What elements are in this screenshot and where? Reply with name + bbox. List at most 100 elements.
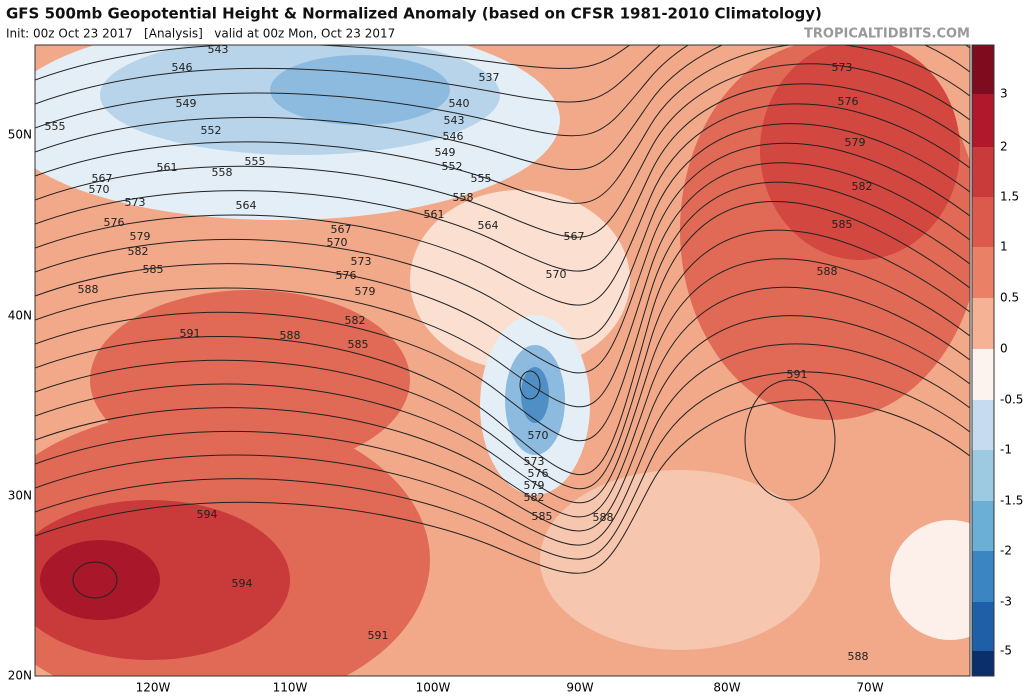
contour-label: 552 [201, 124, 222, 137]
lon-label: 70W [856, 681, 883, 695]
contour-label: 582 [524, 491, 545, 504]
contour-line [35, 229, 970, 490]
colorbar-swatch [972, 147, 994, 197]
contour-label: 567 [92, 172, 113, 185]
contour-line [35, 45, 970, 171]
contour-label: 546 [443, 130, 464, 143]
contour-line [35, 45, 662, 105]
map-frame [34, 44, 971, 677]
contour-label: 579 [845, 136, 866, 149]
colorbar-swatch [972, 602, 994, 651]
init-line: Init: 00z Oct 23 2017 [Analysis] valid a… [6, 27, 395, 41]
colorbar-label: 1.5 [1000, 190, 1019, 204]
anomaly [40, 540, 160, 620]
contour-line [519, 370, 541, 400]
contour-label: 558 [453, 191, 474, 204]
colorbar-swatch [972, 651, 994, 676]
contour-label: 588 [848, 650, 869, 663]
contour-label: 579 [524, 479, 545, 492]
contour-label: 591 [180, 327, 201, 340]
site: TROPICALTIDBITS.COM [804, 27, 970, 42]
lon-label: 120W [136, 681, 171, 695]
colorbar-label: -2 [1000, 544, 1012, 558]
anomaly [540, 470, 820, 650]
contour-label: 582 [345, 314, 366, 327]
lat-label: 30N [8, 489, 32, 503]
colorbar-label: -0.5 [1000, 393, 1023, 407]
contour-label: 585 [143, 263, 164, 276]
contour-label: 582 [128, 245, 149, 258]
contour-label: 585 [348, 338, 369, 351]
contour-line [35, 63, 970, 238]
contour-label: 579 [355, 285, 376, 298]
contour-label: 594 [197, 508, 218, 521]
lat-label: 40N [8, 309, 32, 323]
colorbar-label: -1.5 [1000, 494, 1023, 508]
colorbar-swatch [972, 298, 994, 349]
anomaly [270, 55, 450, 125]
contour-line [35, 399, 970, 574]
colorbar-label: -3 [1000, 595, 1012, 609]
contour-line [35, 45, 631, 81]
contour-line [744, 379, 836, 501]
contour-line [35, 315, 970, 532]
contour-label: 555 [471, 172, 492, 185]
contour-label: 573 [524, 455, 545, 468]
colorbar-label: 3 [1000, 87, 1008, 101]
contour-label: 546 [172, 61, 193, 74]
contour-line [72, 561, 118, 599]
contour-line [35, 45, 970, 204]
contour-label: 567 [331, 223, 352, 236]
colorbar-label: 1 [1000, 240, 1008, 254]
contour-label: 570 [327, 236, 348, 249]
contour-label: 573 [832, 61, 853, 74]
contour-label: 567 [564, 230, 585, 243]
anomaly [410, 190, 630, 370]
lon-label: 100W [416, 681, 451, 695]
contour-label: 552 [442, 160, 463, 173]
contour-label: 570 [546, 268, 567, 281]
contour-label: 549 [435, 146, 456, 159]
colorbar-label: 0 [1000, 342, 1008, 356]
colorbar-swatch [972, 400, 994, 450]
contour-label: 576 [336, 269, 357, 282]
contour-line [35, 123, 970, 340]
contour-line [35, 258, 970, 504]
colorbar-label: 2 [1000, 140, 1008, 154]
contour-label: 537 [479, 71, 500, 84]
contour-line [35, 142, 970, 374]
contour-line [35, 181, 970, 442]
contour-label: 588 [593, 511, 614, 524]
contour-label: 549 [176, 97, 197, 110]
anomaly [521, 367, 549, 423]
contour-label: 588 [817, 265, 838, 278]
colorbar-swatch [972, 45, 994, 94]
contour-label: 573 [125, 196, 146, 209]
contour-line [35, 83, 970, 272]
contour-line [35, 371, 970, 560]
contour-label: 591 [368, 629, 389, 642]
colorbar-swatch [972, 94, 994, 147]
colorbar-label: 0.5 [1000, 291, 1019, 305]
anomaly [890, 520, 970, 640]
contour-label: 564 [236, 199, 257, 212]
colorbar-frame [971, 44, 995, 677]
contour-label: 585 [832, 218, 853, 231]
contour-label: 576 [104, 216, 125, 229]
contour-line [35, 286, 970, 518]
colorbar-swatch [972, 349, 994, 400]
colorbar-swatch [972, 450, 994, 501]
colorbar-swatch [972, 197, 994, 247]
contour-label: 588 [280, 329, 301, 342]
colorbar-swatch [972, 501, 994, 551]
contour-line [35, 45, 970, 137]
colorbar-label: -1 [1000, 443, 1012, 457]
lon-label: 110W [273, 681, 308, 695]
contour-label: 576 [528, 467, 549, 480]
contour-label: 582 [852, 180, 873, 193]
contour-line [35, 162, 970, 408]
contour-label: 564 [478, 219, 499, 232]
contour-label: 594 [232, 577, 253, 590]
